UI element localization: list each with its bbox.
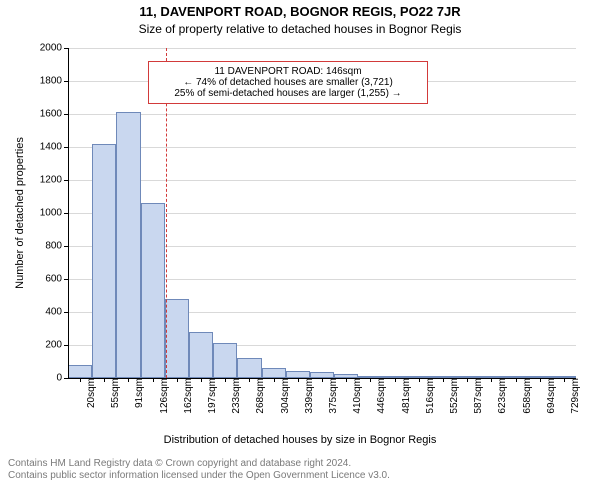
x-tick-label: 91sqm xyxy=(128,378,145,408)
footer-line-1: Contains HM Land Registry data © Crown c… xyxy=(8,458,390,470)
page-subtitle: Size of property relative to detached ho… xyxy=(0,22,600,36)
gridline xyxy=(68,114,576,115)
footer-line-2: Contains public sector information licen… xyxy=(8,470,390,482)
x-tick-label: 375sqm xyxy=(322,378,339,414)
x-tick-label: 126sqm xyxy=(153,378,170,414)
gridline xyxy=(68,180,576,181)
x-axis-title: Distribution of detached houses by size … xyxy=(0,434,600,446)
histogram-chart: 020040060080010001200140016001800200020s… xyxy=(68,48,576,378)
x-tick-label: 481sqm xyxy=(395,378,412,414)
histogram-bar xyxy=(165,299,189,378)
x-tick-label: 446sqm xyxy=(370,378,387,414)
x-tick-label: 658sqm xyxy=(516,378,533,414)
x-tick-label: 729sqm xyxy=(564,378,581,414)
footer-attribution: Contains HM Land Registry data © Crown c… xyxy=(8,458,390,482)
histogram-bar xyxy=(189,332,213,378)
gridline xyxy=(68,147,576,148)
x-tick-label: 20sqm xyxy=(80,378,97,408)
y-axis-line xyxy=(68,48,69,378)
x-tick-label: 516sqm xyxy=(419,378,436,414)
page-title: 11, DAVENPORT ROAD, BOGNOR REGIS, PO22 7… xyxy=(0,4,600,19)
histogram-bar xyxy=(237,358,261,378)
x-tick-label: 55sqm xyxy=(104,378,121,408)
x-tick-label: 197sqm xyxy=(201,378,218,414)
histogram-bar xyxy=(68,365,92,378)
histogram-bar xyxy=(262,368,286,378)
x-axis-line xyxy=(68,378,576,379)
gridline xyxy=(68,48,576,49)
x-tick-label: 268sqm xyxy=(249,378,266,414)
annotation-line: 25% of semi-detached houses are larger (… xyxy=(153,88,423,99)
y-axis-title: Number of detached properties xyxy=(14,137,26,289)
histogram-bar xyxy=(116,112,140,378)
x-tick-label: 552sqm xyxy=(443,378,460,414)
x-tick-label: 162sqm xyxy=(177,378,194,414)
histogram-bar xyxy=(141,203,165,378)
x-tick-label: 233sqm xyxy=(225,378,242,414)
x-tick-label: 410sqm xyxy=(346,378,363,414)
x-tick-label: 339sqm xyxy=(298,378,315,414)
annotation-box: 11 DAVENPORT ROAD: 146sqm← 74% of detach… xyxy=(148,61,428,104)
histogram-bar xyxy=(286,371,310,378)
x-tick-label: 304sqm xyxy=(274,378,291,414)
x-tick-label: 623sqm xyxy=(491,378,508,414)
annotation-line: 11 DAVENPORT ROAD: 146sqm xyxy=(153,66,423,77)
histogram-bar xyxy=(213,343,237,378)
x-tick-label: 587sqm xyxy=(467,378,484,414)
histogram-bar xyxy=(92,144,116,378)
annotation-line: ← 74% of detached houses are smaller (3,… xyxy=(153,77,423,88)
page: 11, DAVENPORT ROAD, BOGNOR REGIS, PO22 7… xyxy=(0,0,600,500)
x-tick-label: 694sqm xyxy=(540,378,557,414)
